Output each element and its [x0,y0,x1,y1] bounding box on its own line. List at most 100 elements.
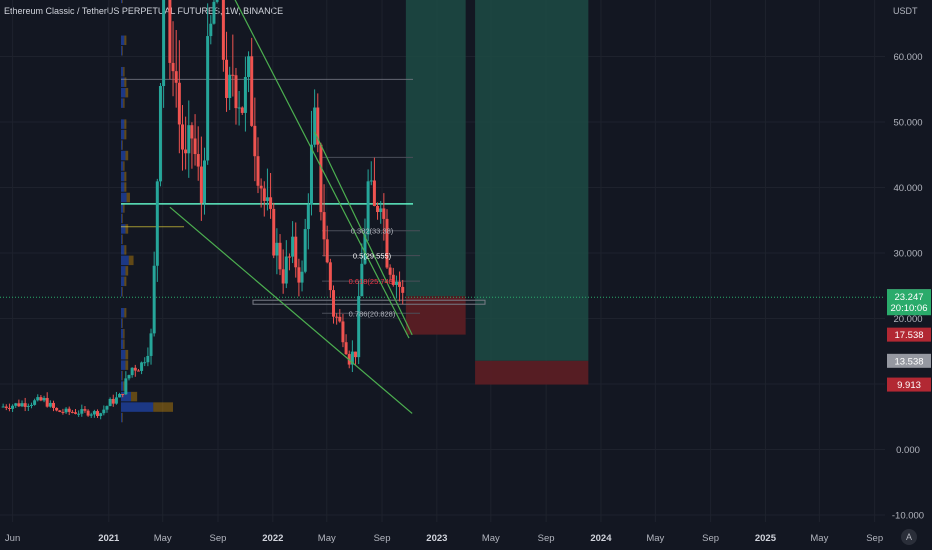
candle-body [240,107,244,113]
candle-body [92,411,96,415]
candle-body [328,262,332,291]
candle-body [272,208,276,256]
candle-body [196,154,200,167]
candle-body [7,407,11,409]
volume-bar-buy [121,224,126,234]
candle-body [114,397,118,404]
volume-bar-sell [122,46,123,56]
candle-body [209,23,213,37]
x-tick-label: 2021 [98,533,120,544]
volume-bar-buy [121,77,125,87]
volume-bar-sell [122,140,123,150]
auto-scale-button[interactable]: A [901,529,917,545]
volume-bar-buy [121,119,125,129]
volume-bar-buy [121,287,123,297]
volume-bar-sell [124,245,127,255]
candles [1,0,405,420]
volume-bar-buy [121,276,125,287]
volume-bar-sell [124,77,127,87]
candle-body [250,56,254,126]
candle-body [394,281,398,285]
candle-body [64,408,68,413]
volume-bar-sell [125,150,129,161]
y-tick-label: 20.000 [893,314,922,325]
position-zones [405,0,589,385]
candle-body [51,402,55,408]
stop-zone-2 [475,360,589,385]
candle-body [74,412,78,414]
current-price-label: 23.247 [894,292,923,303]
volume-bar-buy [121,192,127,203]
volume-bar-buy [121,98,124,108]
candle-body [67,408,71,412]
candle-body [168,0,172,63]
candle-body [284,256,288,284]
volume-bar-sell [124,276,127,287]
x-tick-label: 2024 [590,533,612,544]
fib-label: 0.5(29.555) [353,252,392,261]
candle-body [42,397,46,401]
volume-bar-sell [122,287,123,297]
time-axis: Jun 2021 May Sep 2022 May Sep 2023 May Sep 2024 May… [5,533,883,544]
candle-body [388,267,392,275]
candle-body [256,156,260,186]
volume-bar-sell [125,266,129,276]
volume-bar-buy [121,161,124,171]
candle-body [149,333,153,356]
x-tick-label: May [646,533,664,544]
trendline [234,0,410,339]
candle-body [4,406,8,408]
candle-body [385,218,389,268]
candle-body [17,403,21,407]
candle-body [275,242,279,256]
volume-bar-buy [121,0,123,4]
volume-bar-buy [121,140,123,150]
candle-body [243,77,247,113]
candle-body [184,149,188,154]
x-tick-label: Sep [374,533,391,544]
candle-body [401,286,405,293]
volume-bar-buy [121,46,123,56]
volume-bar-sell [123,203,125,213]
candle-body [303,229,307,272]
candle-body [14,403,18,406]
candle-body [313,107,317,145]
current-price-badge [887,289,931,316]
volume-bar-buy [121,182,125,192]
volume-bar-sell [125,224,129,234]
candle-body [152,265,156,334]
x-tick-label: 2023 [426,533,447,544]
x-tick-label: Sep [866,533,883,544]
candle-body [23,403,27,407]
volume-bar-sell [122,412,123,423]
x-tick-label: Sep [210,533,227,544]
candle-body [247,56,251,78]
candle-body [350,351,354,365]
volume-bar-sell [122,234,123,245]
price-badge [887,353,931,368]
y-tick-label: -10.000 [892,511,924,522]
y-tick-label: 60.000 [893,52,922,63]
candle-body [48,402,52,407]
candle-body [338,316,342,322]
candle-body [86,410,90,416]
volume-bar-sell [125,360,129,370]
candle-body [11,405,15,409]
candle-body [287,256,291,258]
candle-body [398,281,402,287]
candle-body [127,375,131,379]
volume-bar-sell [124,35,127,46]
candle-body [190,125,194,139]
price-badge [887,377,931,392]
volume-bar-sell [125,349,129,360]
candle-body [130,367,134,376]
price-badge-label: 9.913 [897,380,921,391]
volume-bar-sell [122,0,123,4]
candle-body [136,370,140,372]
candle-body [281,269,285,284]
candle-body [1,406,5,408]
candle-body [262,188,266,201]
candle-body [212,1,216,24]
candle-body [20,403,24,407]
